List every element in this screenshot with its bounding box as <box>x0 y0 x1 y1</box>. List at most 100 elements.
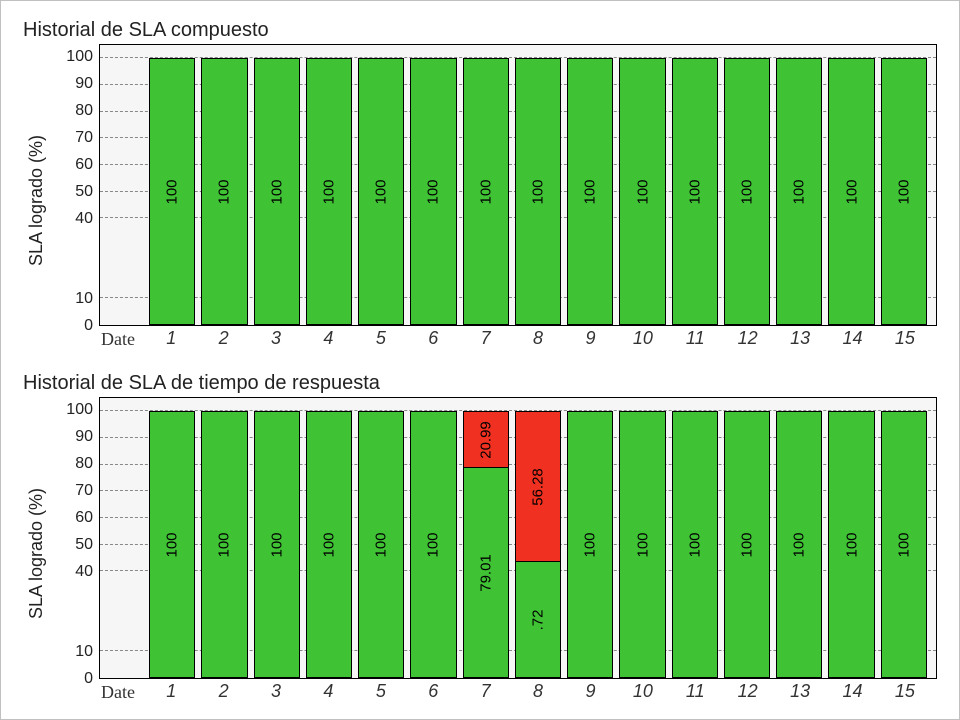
chart-title: Historial de SLA de tiempo de respuesta <box>23 372 937 395</box>
bar-segment: 100 <box>724 58 770 325</box>
y-axis-label: SLA logrado (%) <box>27 487 48 618</box>
plot-area: 10010010010010010079.0120.99.7256.281001… <box>99 397 937 679</box>
bar-slot: 100 <box>721 45 773 325</box>
bar-slot: 100 <box>407 45 459 325</box>
bar-slot: 100 <box>251 45 303 325</box>
bar: 100 <box>724 411 770 678</box>
y-tick-label: 80 <box>75 455 93 473</box>
bar: 100 <box>358 58 404 325</box>
bar-slot: 100 <box>251 398 303 678</box>
bar-segment-label: 100 <box>582 532 599 557</box>
bar-slot: 100 <box>303 45 355 325</box>
bar-slot: 100 <box>407 398 459 678</box>
bar-segment: 100 <box>776 411 822 678</box>
bar-segment-label: 100 <box>477 179 494 204</box>
bar-segment-label: 100 <box>634 532 651 557</box>
x-tick-label: 8 <box>512 679 564 709</box>
bar: 100 <box>149 58 195 325</box>
y-tick-label: 50 <box>75 183 93 201</box>
plot-and-xaxis: 1001001001001001001001001001001001001001… <box>99 44 937 356</box>
x-tick-label: 12 <box>721 326 773 356</box>
bar-slot: 100 <box>669 398 721 678</box>
bar-segment: 100 <box>254 58 300 325</box>
bar-segment: 100 <box>619 411 665 678</box>
bar-segment: 100 <box>254 411 300 678</box>
bar-segment-label: 100 <box>268 179 285 204</box>
bar-segment: 100 <box>358 411 404 678</box>
bars-area: 10010010010010010079.0120.99.7256.281001… <box>100 398 936 678</box>
y-axis-label-wrap: SLA logrado (%) <box>23 44 51 356</box>
x-axis-corner-label: Date <box>101 682 135 703</box>
y-tick-label: 70 <box>75 129 93 147</box>
bar-segment-label: 56.28 <box>529 468 546 506</box>
bar: 100 <box>724 58 770 325</box>
bar-segment: 100 <box>201 58 247 325</box>
bar-segment: .72 <box>515 561 561 678</box>
x-tick-label: 14 <box>826 326 878 356</box>
bar-segment: 100 <box>828 58 874 325</box>
chart-body: SLA logrado (%)0104050607080901001001001… <box>23 44 937 356</box>
bar: 100 <box>881 58 927 325</box>
bar-slot: 100 <box>878 398 930 678</box>
bar: 100 <box>619 58 665 325</box>
bar: 100 <box>306 411 352 678</box>
chart-body: SLA logrado (%)0104050607080901001001001… <box>23 397 937 709</box>
bar-slot: 100 <box>669 45 721 325</box>
bar-segment-label: 100 <box>216 532 233 557</box>
bar-slot: 100 <box>355 45 407 325</box>
bar: 100 <box>410 58 456 325</box>
x-tick-label: 1 <box>145 326 197 356</box>
y-axis-label-wrap: SLA logrado (%) <box>23 397 51 709</box>
bar-segment: 100 <box>515 58 561 325</box>
chart-container: Historial de SLA compuestoSLA logrado (%… <box>0 0 960 720</box>
bar-segment: 100 <box>672 58 718 325</box>
bar-segment: 100 <box>201 411 247 678</box>
bar: 100 <box>201 411 247 678</box>
bar-segment: 100 <box>149 58 195 325</box>
bar-slot: 100 <box>825 398 877 678</box>
plot-area: 1001001001001001001001001001001001001001… <box>99 44 937 326</box>
bar-segment: 100 <box>881 411 927 678</box>
x-tick-label: 10 <box>617 326 669 356</box>
y-axis: 010405060708090100 <box>51 397 99 709</box>
bar-slot: 100 <box>878 45 930 325</box>
bar-segment: 100 <box>672 411 718 678</box>
bar-slot: 100 <box>146 398 198 678</box>
y-axis-label: SLA logrado (%) <box>27 134 48 265</box>
bar-segment-label: 100 <box>686 179 703 204</box>
x-tick-label: 10 <box>617 679 669 709</box>
bar: 100 <box>358 411 404 678</box>
bar-segment-label: 100 <box>843 532 860 557</box>
bar-segment-label: 100 <box>634 179 651 204</box>
bar: 100 <box>672 58 718 325</box>
bar-slot: 79.0120.99 <box>460 398 512 678</box>
y-tick-label: 60 <box>75 509 93 527</box>
bar-segment: 20.99 <box>463 411 509 467</box>
bar: 100 <box>776 411 822 678</box>
y-tick-label: 10 <box>75 290 93 308</box>
x-axis-corner-label: Date <box>101 329 135 350</box>
bar-segment: 100 <box>358 58 404 325</box>
y-tick-label: 100 <box>66 48 93 66</box>
y-tick-label: 0 <box>84 317 93 335</box>
x-tick-label: 3 <box>250 679 302 709</box>
y-tick-label: 90 <box>75 428 93 446</box>
y-axis-ticks: 010405060708090100 <box>51 397 99 679</box>
bar-segment-label: .72 <box>529 609 546 630</box>
x-tick-label: 6 <box>407 679 459 709</box>
bar-slot: 100 <box>616 45 668 325</box>
bar-segment-label: 100 <box>164 179 181 204</box>
bar-slot: 100 <box>512 45 564 325</box>
x-tick-label: 8 <box>512 326 564 356</box>
y-tick-label: 0 <box>84 670 93 688</box>
x-tick-label: 2 <box>197 326 249 356</box>
bar: 100 <box>254 58 300 325</box>
bar-segment-label: 100 <box>739 532 756 557</box>
y-tick-label: 40 <box>75 563 93 581</box>
bar-slot: 100 <box>773 45 825 325</box>
bar-segment: 100 <box>306 58 352 325</box>
y-axis-ticks: 010405060708090100 <box>51 44 99 326</box>
bar-slot: 100 <box>616 398 668 678</box>
y-tick-label: 70 <box>75 482 93 500</box>
bar-segment-label: 100 <box>582 179 599 204</box>
